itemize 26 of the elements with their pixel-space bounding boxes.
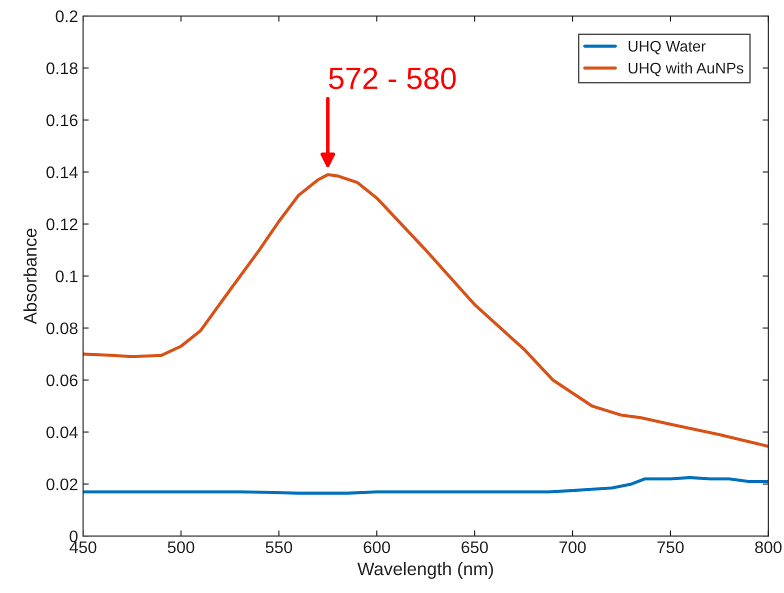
y-tick-label: 0.06 [46, 374, 78, 386]
y-tick-label: 0 [70, 530, 78, 542]
legend-label: UHQ Water [628, 40, 706, 54]
y-tick-label: 0.1 [56, 270, 78, 282]
y-tick-label: 0.02 [46, 478, 78, 490]
y-tick-label: 0.2 [56, 10, 78, 22]
x-tick-label: 550 [266, 541, 292, 554]
x-axis-title: Wavelength (nm) [357, 562, 493, 579]
x-tick-label: 450 [70, 541, 96, 554]
x-tick-label: 500 [168, 541, 194, 554]
x-tick-label: 700 [559, 541, 586, 554]
y-tick-label: 0.18 [46, 62, 78, 74]
y-tick-label: 0.08 [46, 322, 78, 334]
y-tick-label: 0.12 [46, 218, 78, 230]
x-tick-label: 800 [755, 541, 782, 554]
y-axis-title: Absorbance [23, 228, 37, 324]
line-series [83, 476, 768, 495]
annotation: 572 - 580 [329, 68, 456, 90]
legend-label: UHQ with AuNPs [628, 62, 744, 76]
line-series [83, 173, 768, 448]
x-tick-label: 650 [462, 541, 488, 554]
y-tick-label: 0.04 [46, 426, 78, 438]
y-tick-label: 0.16 [46, 114, 78, 126]
y-tick-label: 0.14 [46, 166, 78, 178]
x-tick-label: 600 [364, 541, 390, 554]
x-tick-label: 750 [657, 541, 684, 554]
